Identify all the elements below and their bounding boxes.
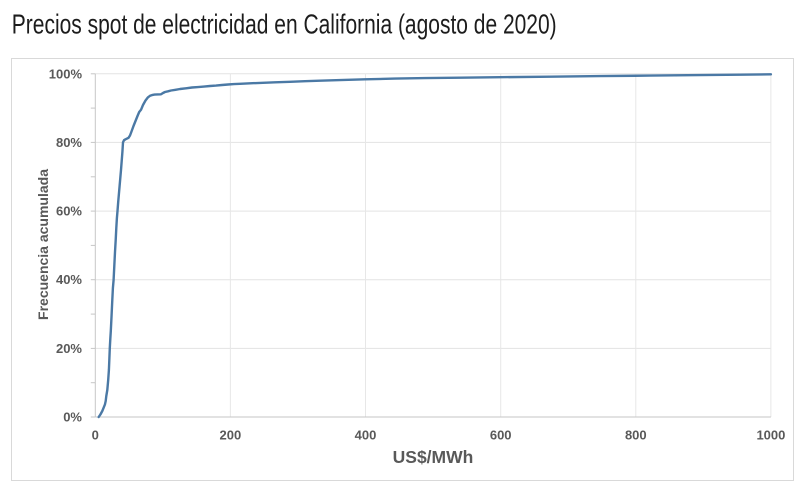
- svg-text:60%: 60%: [56, 204, 82, 219]
- svg-text:0%: 0%: [63, 410, 82, 425]
- svg-text:Frecuencia acumulada: Frecuencia acumulada: [35, 169, 51, 320]
- svg-text:1000: 1000: [756, 428, 785, 443]
- svg-text:100%: 100%: [49, 66, 83, 81]
- svg-text:40%: 40%: [56, 272, 82, 287]
- svg-text:600: 600: [490, 428, 512, 443]
- svg-text:200: 200: [220, 428, 242, 443]
- svg-text:Precios spot de electricidad e: Precios spot de electricidad en Californ…: [12, 10, 557, 41]
- svg-text:80%: 80%: [56, 135, 82, 150]
- svg-text:US$/MWh: US$/MWh: [393, 447, 474, 467]
- svg-text:0: 0: [92, 428, 99, 443]
- svg-text:20%: 20%: [56, 341, 82, 356]
- svg-text:400: 400: [355, 428, 377, 443]
- svg-text:800: 800: [625, 428, 647, 443]
